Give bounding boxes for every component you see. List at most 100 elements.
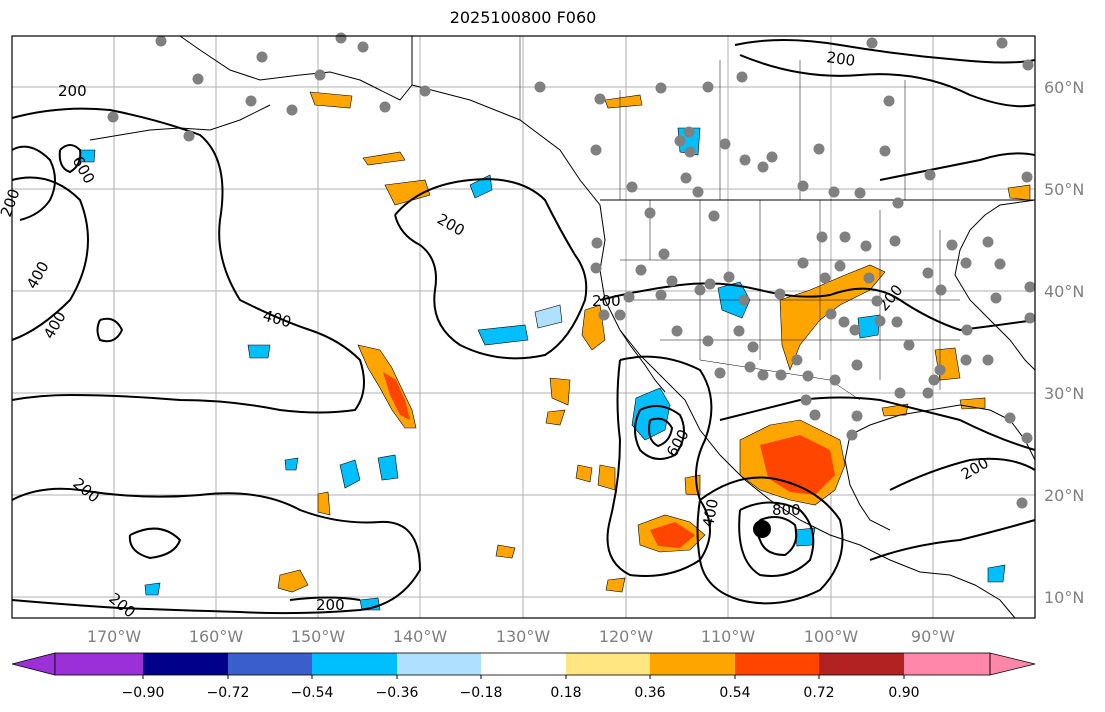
colorbar-segment	[312, 653, 397, 675]
colorbar-segment	[55, 653, 143, 675]
station-dot	[192, 73, 204, 85]
station-dot	[107, 111, 119, 123]
colorbar-tick-label: −0.36	[376, 685, 419, 701]
colorbar-tick-label: 0.90	[888, 685, 919, 701]
station-dot	[1016, 497, 1028, 509]
station-dot	[982, 236, 994, 248]
station-dot	[960, 354, 972, 366]
station-dot	[594, 93, 606, 105]
colorbar-segment	[397, 653, 481, 675]
lon-label: 160°W	[189, 627, 244, 646]
shade-positive	[317, 491, 331, 516]
lat-label: 20°N	[1044, 486, 1084, 505]
colorbar-segment	[143, 653, 228, 675]
station-dot	[838, 316, 850, 328]
station-dot	[704, 278, 716, 290]
station-dot	[658, 248, 670, 260]
map-frame	[11, 35, 1036, 619]
station-dot	[719, 138, 731, 150]
longitude-labels: 170°W 160°W 150°W 140°W 130°W 120°W 110°…	[87, 627, 955, 646]
shade-strong	[650, 522, 695, 548]
station-dot	[183, 130, 195, 142]
station-dot	[702, 81, 714, 93]
colorbar-tick-label: −0.72	[207, 685, 250, 701]
station-dot	[357, 41, 369, 53]
colorbar-segment	[735, 653, 819, 675]
station-dot	[891, 316, 903, 328]
colorbar-extend-high	[989, 652, 1036, 676]
station-dot	[816, 231, 828, 243]
station-dot	[892, 197, 904, 209]
station-dot	[825, 308, 837, 320]
station-dot	[723, 271, 735, 283]
colorbar-extend-low	[11, 652, 56, 676]
lon-label: 90°W	[911, 627, 955, 646]
colorbar-tick-label: −0.90	[122, 685, 165, 701]
station-dot	[644, 207, 656, 219]
shade-negative	[144, 582, 161, 596]
colorbar-tick-label: −0.18	[460, 685, 503, 701]
station-dot	[828, 186, 840, 198]
shade-negative	[987, 564, 1006, 583]
contour-label: 200	[58, 82, 87, 100]
station-dot	[598, 309, 610, 321]
station-dot	[846, 429, 858, 441]
colorbar: −0.90 −0.72 −0.54 −0.36 −0.18 0.18 0.36 0.54 0.7…	[11, 652, 1036, 701]
station-dot	[819, 272, 831, 284]
shade-positive	[384, 179, 431, 206]
colorbar-outline	[54, 652, 991, 676]
station-dot	[694, 284, 706, 296]
shade-positive	[1007, 184, 1031, 201]
station-dot	[245, 95, 257, 107]
lat-label: 40°N	[1044, 282, 1084, 301]
station-dot	[335, 32, 347, 44]
station-dot	[922, 267, 934, 279]
contour-label: 200	[316, 596, 345, 614]
shade-positive	[309, 91, 353, 109]
station-dot	[839, 231, 851, 243]
station-dot	[590, 262, 602, 274]
shade-negative	[247, 344, 271, 359]
station-dot	[866, 37, 878, 49]
station-dot	[1024, 281, 1036, 293]
station-dot	[590, 144, 602, 156]
shade-strong	[383, 372, 410, 420]
lat-label: 60°N	[1044, 78, 1084, 97]
station-dot	[655, 289, 667, 301]
station-dot	[774, 288, 786, 300]
station-dot	[708, 210, 720, 222]
station-dot	[757, 161, 769, 173]
station-dot	[860, 240, 872, 252]
station-dot	[757, 369, 769, 381]
station-dot	[766, 151, 778, 163]
station-dot	[674, 135, 686, 147]
station-dot	[534, 81, 546, 93]
station-dot	[982, 354, 994, 366]
lat-label: 50°N	[1044, 180, 1084, 199]
station-dot	[849, 324, 861, 336]
latitude-labels: 60°N 50°N 40°N 30°N 20°N 10°N	[1044, 78, 1084, 607]
station-dot	[256, 51, 268, 63]
shade-negative	[377, 454, 399, 481]
contour-label: 200	[592, 292, 621, 310]
station-dot	[684, 146, 696, 158]
station-dot	[829, 374, 841, 386]
station-dot	[692, 186, 704, 198]
station-dot	[747, 341, 759, 353]
station-markers	[107, 32, 1036, 509]
station-dot	[680, 172, 692, 184]
shade-positive	[362, 151, 406, 166]
colorbar-tick-label: 0.54	[719, 685, 750, 701]
station-dot	[1021, 171, 1033, 183]
station-dot	[889, 235, 901, 247]
station-dot	[928, 374, 940, 386]
shade-positive	[575, 464, 593, 483]
station-dot	[671, 325, 683, 337]
shade-positive	[597, 464, 616, 491]
shade-positive	[545, 409, 566, 426]
shade-positive	[549, 377, 571, 406]
lon-label: 110°W	[701, 627, 756, 646]
station-dot	[800, 394, 812, 406]
lon-label: 170°W	[87, 627, 142, 646]
